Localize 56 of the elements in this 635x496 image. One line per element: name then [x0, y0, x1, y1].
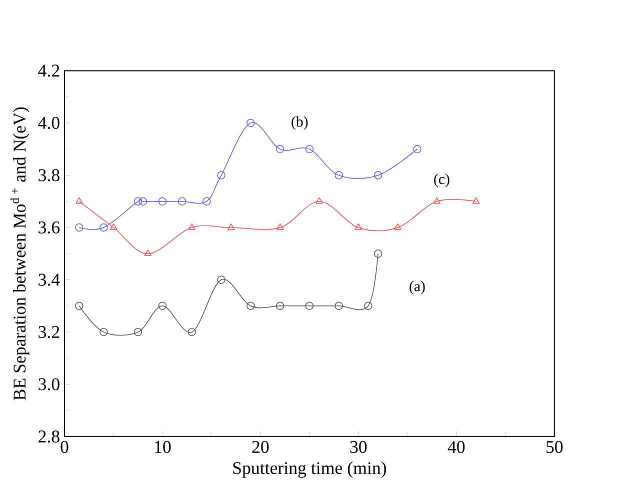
point: [334, 302, 343, 310]
point: [334, 171, 343, 180]
point: [413, 144, 422, 154]
point: [110, 223, 118, 230]
y-tick-label: 3.0: [38, 378, 60, 390]
y-tick-label: 3.6: [38, 221, 60, 234]
y-tick-label: 4.0: [38, 116, 60, 129]
point: [158, 302, 167, 310]
x-tick-label: 20: [252, 440, 269, 453]
point: [217, 171, 226, 180]
y-tick-label: 2.8: [38, 430, 60, 443]
x-axis-title: Sputtering time (min): [233, 461, 386, 478]
point: [246, 302, 255, 310]
point: [246, 118, 255, 128]
point: [75, 223, 84, 232]
x-tick-label: 30: [350, 440, 367, 453]
y-tick-label: 4.2: [38, 64, 60, 77]
x-tick-label: 10: [155, 440, 171, 453]
point: [134, 328, 142, 336]
point: [364, 302, 372, 310]
point: [227, 223, 235, 230]
point: [276, 144, 284, 154]
point: [354, 223, 362, 230]
x-tick-label: 0: [60, 440, 68, 453]
y-axis-title: BE Separation between Mo$^{d +}$ and N(eV): [10, 107, 30, 400]
point: [374, 171, 382, 180]
point: [134, 197, 142, 206]
point: [138, 197, 147, 206]
point: [76, 197, 83, 204]
point: [276, 223, 284, 230]
point: [100, 223, 108, 232]
point: [144, 249, 152, 256]
point: [374, 249, 382, 258]
point: [316, 197, 323, 204]
point: [188, 223, 196, 230]
point: [305, 302, 314, 310]
point: [276, 302, 284, 310]
point: [202, 197, 211, 206]
text: (a): [410, 280, 425, 294]
series-label: (c): [434, 174, 450, 188]
series-label: (b): [292, 116, 308, 130]
x-tick-label: 40: [448, 440, 465, 453]
point: [100, 328, 108, 336]
point: [472, 197, 480, 204]
y-tick-label: 3.2: [38, 326, 60, 338]
point: [158, 197, 167, 206]
point: [217, 276, 226, 284]
x-tick-label: 50: [546, 440, 563, 453]
point: [75, 302, 84, 310]
point: [188, 328, 196, 336]
y-tick-label: 3.4: [38, 274, 60, 286]
point: [433, 197, 440, 204]
point: [305, 144, 314, 154]
y-tick-label: 3.8: [38, 169, 60, 182]
point: [394, 223, 402, 230]
point: [178, 197, 186, 206]
